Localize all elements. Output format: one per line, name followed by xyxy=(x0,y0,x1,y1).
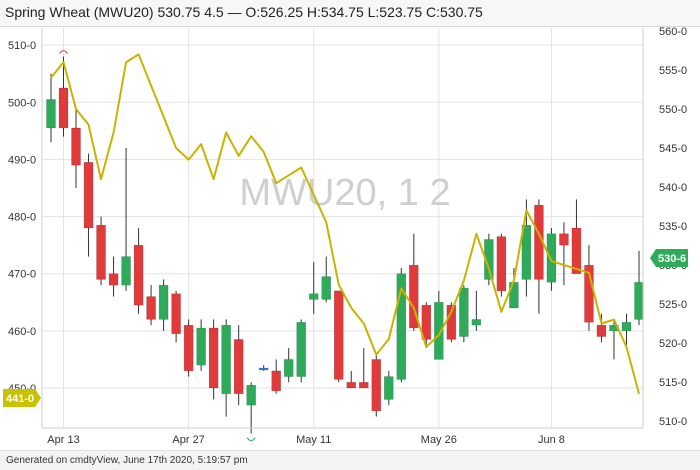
right-tick-label: 510-0 xyxy=(659,416,687,428)
candle-body xyxy=(133,244,144,306)
candle-body xyxy=(83,162,94,229)
candle-body xyxy=(396,273,407,380)
candle-body xyxy=(121,256,131,286)
badges: 530-6 441-0 xyxy=(3,249,688,407)
x-tick-label: May 26 xyxy=(421,434,457,446)
candle-body xyxy=(208,327,219,389)
overlay-badge: 441-0 xyxy=(3,389,41,407)
right-tick-label: 525-0 xyxy=(659,299,687,311)
candle-body xyxy=(621,322,632,332)
right-tick-label: 515-0 xyxy=(659,377,687,389)
candle-body xyxy=(546,233,557,283)
price-chart[interactable]: MWU20, 1 2 510-0 500-0 490-0 480-0 470-0 460-… xyxy=(0,0,700,450)
candle-body xyxy=(158,284,169,320)
candle-body xyxy=(521,224,532,280)
candle-body xyxy=(484,239,494,280)
low-marker xyxy=(246,437,256,442)
candle-body xyxy=(371,359,382,412)
high-marker xyxy=(59,50,68,54)
candle-body xyxy=(321,276,331,300)
candle-body xyxy=(409,264,419,329)
candle-body xyxy=(258,367,269,371)
footer-text: Generated on cmdtyView, June 17th 2020, … xyxy=(6,455,248,466)
candle-body xyxy=(171,293,181,334)
left-tick-label: 510-0 xyxy=(8,40,36,52)
axes: 510-0500-0490-0480-0470-0460-0450-0560-0… xyxy=(8,26,687,446)
right-tick-label: 540-0 xyxy=(659,182,687,194)
left-tick-label: 500-0 xyxy=(8,97,36,109)
candle-body xyxy=(233,339,244,394)
candle-body xyxy=(296,322,306,377)
right-tick-label: 550-0 xyxy=(659,104,687,116)
candle-body xyxy=(46,99,56,129)
overlay-line-group xyxy=(50,53,640,394)
overlay-badge-shape xyxy=(3,389,41,407)
right-tick-label: 520-0 xyxy=(659,338,687,350)
right-tick-label: 545-0 xyxy=(659,143,687,155)
left-tick-label: 460-0 xyxy=(8,326,36,338)
x-tick-label: May 11 xyxy=(296,434,331,446)
overlay-badge-text: 441-0 xyxy=(6,393,34,405)
candle-body xyxy=(634,282,644,320)
candle-body xyxy=(146,296,156,320)
footer: Generated on cmdtyView, June 17th 2020, … xyxy=(0,450,700,470)
left-tick-label: 490-0 xyxy=(8,154,36,166)
candle-body xyxy=(359,382,369,389)
candle-body xyxy=(571,227,582,274)
candle-body xyxy=(183,324,194,372)
candle-body xyxy=(283,359,294,377)
title-bar: Spring Wheat (MWU20) 530.75 4.5 — O:526.… xyxy=(0,0,700,27)
candle-body xyxy=(196,327,206,366)
left-tick-label: 470-0 xyxy=(8,269,36,281)
candle-body xyxy=(96,224,106,280)
right-tick-label: 535-0 xyxy=(659,221,687,233)
candle-body xyxy=(346,382,357,389)
candle-body xyxy=(246,384,256,406)
right-tick-label: 555-0 xyxy=(659,65,687,77)
candle-body xyxy=(271,370,281,392)
candle-body xyxy=(221,324,231,394)
x-tick-label: Apr 13 xyxy=(47,434,79,446)
last-price-badge-text: 530-6 xyxy=(658,253,686,265)
chart-title: Spring Wheat (MWU20) 530.75 4.5 — O:526.… xyxy=(5,4,483,20)
candle-body xyxy=(71,127,81,166)
x-tick-label: Apr 27 xyxy=(172,434,204,446)
candles xyxy=(46,50,644,442)
candle-body xyxy=(446,304,457,340)
last-price-badge: 530-6 xyxy=(650,249,688,267)
candle-body xyxy=(434,302,444,360)
candle-body xyxy=(108,273,119,286)
x-tick-label: Jun 8 xyxy=(538,434,565,446)
candle-body xyxy=(384,376,394,400)
candle-body xyxy=(471,319,482,326)
overlay-line xyxy=(50,53,640,394)
candle-body xyxy=(308,293,319,300)
right-tick-label: 560-0 xyxy=(659,26,687,38)
left-tick-label: 480-0 xyxy=(8,212,36,224)
last-price-badge-shape xyxy=(650,249,688,267)
candle-body xyxy=(459,287,469,337)
candle-body xyxy=(559,233,569,246)
chart-watermark: MWU20, 1 2 xyxy=(239,172,450,214)
candle-body xyxy=(421,304,432,340)
candle-body xyxy=(496,236,507,292)
candle-body xyxy=(333,290,344,380)
candle-body xyxy=(596,324,607,337)
candle-body xyxy=(58,87,69,129)
